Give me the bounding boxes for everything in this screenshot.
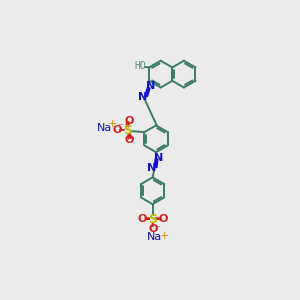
Text: +: + (107, 119, 117, 129)
Text: S: S (123, 124, 132, 137)
Text: O: O (112, 125, 122, 135)
Text: N: N (137, 92, 147, 102)
Text: O: O (124, 116, 134, 125)
Text: O: O (149, 224, 158, 234)
Text: ⁻: ⁻ (118, 122, 123, 132)
Text: O: O (137, 214, 147, 224)
Text: HO: HO (134, 61, 146, 71)
Text: Na: Na (97, 123, 112, 134)
Text: O: O (124, 135, 134, 145)
Text: N: N (154, 153, 164, 163)
Text: +: + (160, 231, 169, 241)
Text: S: S (148, 213, 157, 226)
Text: N: N (146, 81, 155, 92)
Text: Na: Na (147, 232, 163, 242)
Text: ⁻: ⁻ (154, 224, 160, 234)
Text: O: O (158, 214, 168, 224)
Text: N: N (147, 163, 156, 173)
